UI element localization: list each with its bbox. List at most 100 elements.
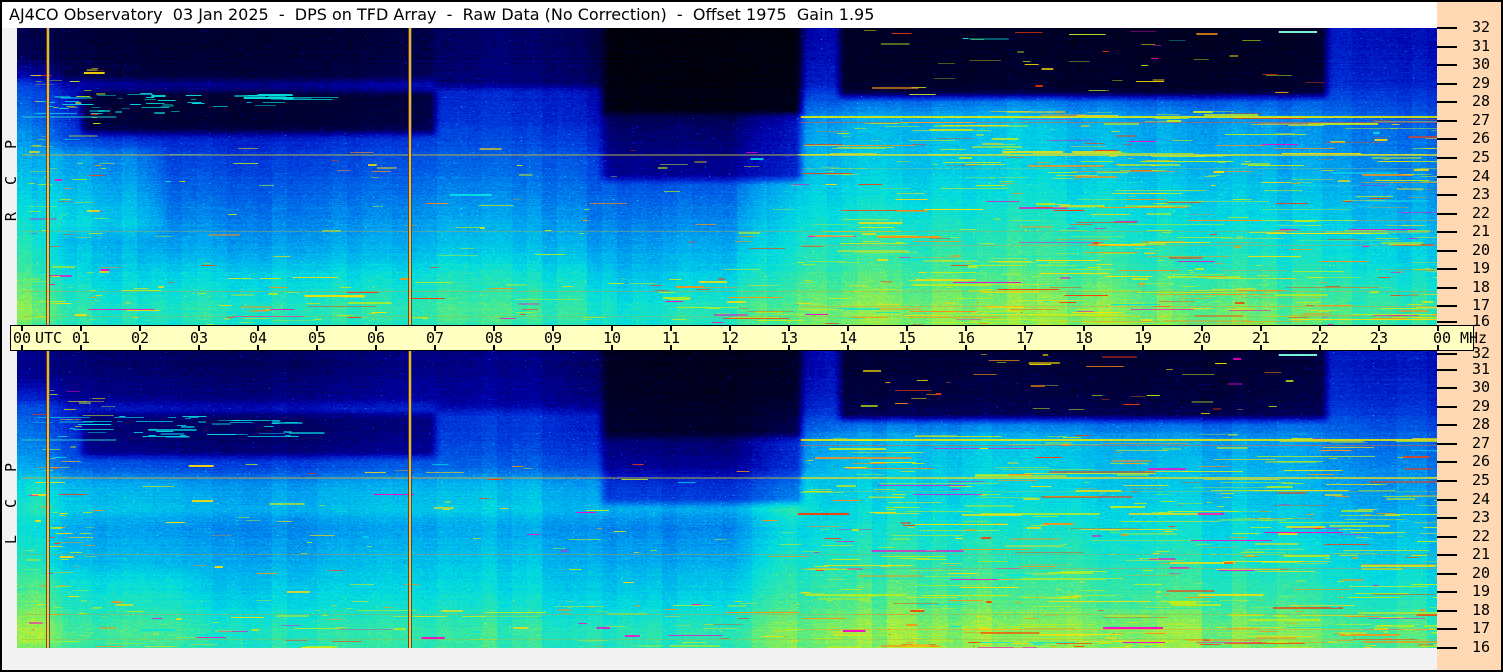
freq-tick [1437, 101, 1457, 103]
freq-tick-label: 21 [1471, 545, 1490, 563]
hour-label: 23 [1369, 329, 1389, 347]
hour-tick [847, 326, 849, 331]
hour-label: 20 [1192, 329, 1212, 347]
hour-label: 06 [366, 329, 386, 347]
freq-tick-label: 25 [1471, 471, 1490, 489]
freq-tick-label: 27 [1471, 434, 1490, 452]
freq-tick-label: 16 [1471, 638, 1490, 656]
freq-tick-label: 19 [1471, 259, 1490, 277]
freq-tick-label: 17 [1471, 296, 1490, 314]
freq-tick-label: 23 [1471, 508, 1490, 526]
lcp-panel-label: L C P [2, 453, 20, 545]
hour-label: 13 [779, 329, 799, 347]
freq-tick-label: 28 [1471, 415, 1490, 433]
freq-tick-label: 27 [1471, 111, 1490, 129]
freq-tick [1437, 536, 1457, 538]
hour-tick [257, 326, 259, 331]
mhz-axis-label: MHz [1460, 329, 1488, 347]
hour-tick [198, 326, 200, 331]
freq-tick-label: 29 [1471, 397, 1490, 415]
hour-label: 17 [1015, 329, 1035, 347]
hour-tick [1437, 345, 1439, 350]
hour-tick [1083, 345, 1085, 350]
freq-tick [1437, 231, 1457, 233]
hour-label: 19 [1133, 329, 1153, 347]
freq-tick-label: 32 [1471, 18, 1490, 36]
hour-tick [1024, 345, 1026, 350]
freq-tick-label: 22 [1471, 527, 1490, 545]
hour-tick [1378, 345, 1380, 350]
hour-tick [257, 345, 259, 350]
hour-tick [21, 345, 23, 350]
hour-tick [552, 326, 554, 331]
hour-tick [316, 345, 318, 350]
title-bar: AJ4CO Observatory 03 Jan 2025 - DPS on T… [2, 2, 1437, 28]
freq-tick [1437, 480, 1457, 482]
freq-tick-label: 24 [1471, 167, 1490, 185]
window-title: AJ4CO Observatory 03 Jan 2025 - DPS on T… [9, 5, 875, 24]
freq-tick [1437, 120, 1457, 122]
hour-label: 10 [602, 329, 622, 347]
hour-tick [80, 345, 82, 350]
freq-tick [1437, 83, 1457, 85]
freq-tick [1437, 176, 1457, 178]
hour-tick [139, 345, 141, 350]
hour-tick [611, 345, 613, 350]
freq-tick-label: 31 [1471, 360, 1490, 378]
hour-tick [670, 326, 672, 331]
hour-tick [847, 345, 849, 350]
freq-tick-label: 24 [1471, 490, 1490, 508]
freq-tick-label: 20 [1471, 564, 1490, 582]
freq-tick [1437, 461, 1457, 463]
freq-tick [1437, 138, 1457, 140]
hour-label: 00 [12, 329, 32, 347]
freq-tick [1437, 387, 1457, 389]
hour-tick [1024, 326, 1026, 331]
hour-tick [729, 345, 731, 350]
freq-tick-label: 20 [1471, 241, 1490, 259]
freq-tick [1437, 591, 1457, 593]
hour-tick [80, 326, 82, 331]
hour-label: 07 [425, 329, 445, 347]
freq-tick-label: 32 [1471, 344, 1490, 362]
hour-label: 08 [484, 329, 504, 347]
hour-label: 04 [248, 329, 268, 347]
hour-tick [1201, 345, 1203, 350]
rcp-spectrogram [17, 28, 1437, 325]
freq-tick [1437, 647, 1457, 649]
hour-tick [1319, 345, 1321, 350]
hour-tick [375, 345, 377, 350]
hour-tick [434, 345, 436, 350]
hour-tick [611, 326, 613, 331]
freq-tick [1437, 250, 1457, 252]
freq-tick [1437, 610, 1457, 612]
freq-tick [1437, 268, 1457, 270]
freq-tick-label: 30 [1471, 378, 1490, 396]
freq-tick-label: 28 [1471, 92, 1490, 110]
freq-tick-label: 22 [1471, 204, 1490, 222]
freq-tick [1437, 517, 1457, 519]
hour-tick [21, 326, 23, 331]
hour-label: 11 [661, 329, 681, 347]
freq-tick [1437, 27, 1457, 29]
hour-tick [965, 326, 967, 331]
freq-tick [1437, 321, 1457, 323]
freq-tick [1437, 64, 1457, 66]
hour-tick [493, 326, 495, 331]
freq-tick [1437, 554, 1457, 556]
hour-tick [729, 326, 731, 331]
freq-tick-label: 25 [1471, 148, 1490, 166]
freq-tick [1437, 157, 1457, 159]
freq-tick-label: 30 [1471, 55, 1490, 73]
hour-tick [375, 326, 377, 331]
hour-label: 03 [189, 329, 209, 347]
hour-tick [493, 345, 495, 350]
freq-tick [1437, 573, 1457, 575]
freq-tick-label: 18 [1471, 601, 1490, 619]
hour-label: 01 [71, 329, 91, 347]
freq-tick [1437, 305, 1457, 307]
freq-tick [1437, 369, 1457, 371]
freq-tick [1437, 287, 1457, 289]
lcp-spectrogram [17, 351, 1437, 648]
hour-label: 21 [1251, 329, 1271, 347]
